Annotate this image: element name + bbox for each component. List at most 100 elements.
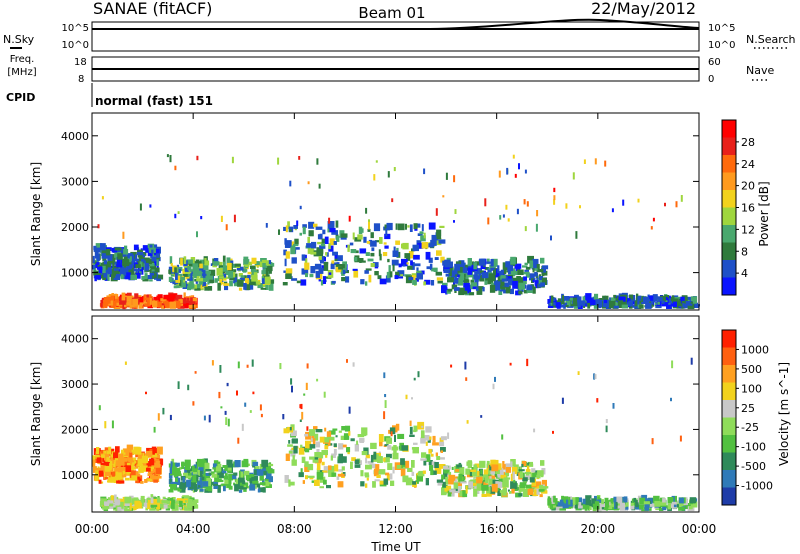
echo-cell bbox=[262, 263, 266, 268]
echo-cell bbox=[250, 474, 255, 477]
echo-cell bbox=[154, 267, 160, 273]
echo-cell bbox=[219, 276, 225, 279]
echo-cell bbox=[265, 463, 271, 470]
echo-speckle bbox=[650, 226, 653, 230]
echo-cell bbox=[416, 267, 419, 272]
echo-cell bbox=[453, 279, 459, 284]
echo-cell bbox=[103, 506, 110, 509]
echo-cell bbox=[115, 293, 118, 301]
echo-cell bbox=[536, 269, 544, 273]
echo-speckle bbox=[169, 414, 172, 421]
echo-cell bbox=[502, 262, 508, 271]
echo-cell bbox=[323, 441, 328, 444]
echo-cell bbox=[205, 472, 211, 476]
echo-cell bbox=[134, 460, 137, 464]
echo-speckle bbox=[387, 223, 390, 230]
echo-cell bbox=[577, 299, 581, 308]
echo-cell bbox=[387, 258, 390, 263]
echo-cell bbox=[308, 221, 315, 229]
echo-cell bbox=[161, 500, 168, 504]
echo-cell bbox=[341, 426, 348, 431]
echo-cell bbox=[333, 443, 337, 447]
echo-cell bbox=[321, 461, 325, 466]
echo-cell bbox=[194, 484, 198, 492]
echo-cell bbox=[510, 270, 518, 275]
echo-cell bbox=[370, 454, 374, 463]
echo-cell bbox=[472, 482, 477, 486]
echo-cell bbox=[689, 506, 693, 510]
echo-speckle bbox=[233, 214, 236, 223]
echo-cell bbox=[359, 228, 364, 233]
echo-cell bbox=[131, 254, 135, 262]
echo-cell bbox=[300, 279, 307, 286]
echo-cell bbox=[114, 247, 122, 251]
echo-speckle bbox=[122, 231, 125, 239]
colorbar-tick-label: 20 bbox=[741, 180, 755, 193]
echo-cell bbox=[672, 298, 679, 304]
echo-speckle bbox=[536, 210, 539, 217]
echo-cell bbox=[244, 278, 249, 285]
x-tick-label: 08:00 bbox=[277, 522, 312, 536]
echo-cell bbox=[490, 259, 494, 267]
echo-speckle bbox=[375, 160, 378, 163]
echo-cell bbox=[343, 433, 350, 440]
echo-cell bbox=[597, 499, 602, 503]
echo-cell bbox=[416, 240, 422, 246]
echo-speckle bbox=[98, 405, 101, 411]
echo-cell bbox=[107, 500, 114, 505]
echo-cell bbox=[298, 447, 305, 455]
echo-cell bbox=[149, 272, 155, 276]
echo-cell bbox=[268, 283, 274, 291]
echo-cell bbox=[489, 284, 496, 293]
echo-cell bbox=[329, 238, 335, 246]
echo-cell bbox=[335, 232, 338, 235]
echo-cell bbox=[458, 260, 465, 267]
echo-speckle bbox=[290, 378, 293, 385]
echo-cell bbox=[510, 459, 516, 467]
echo-speckle bbox=[296, 220, 299, 226]
echo-speckle bbox=[365, 207, 368, 214]
echo-cell bbox=[208, 472, 213, 476]
echo-cell bbox=[585, 293, 592, 300]
echo-cell bbox=[147, 473, 153, 477]
echo-cell bbox=[224, 473, 228, 477]
echo-cell bbox=[201, 476, 205, 481]
echo-cell bbox=[489, 476, 492, 480]
echo-cell bbox=[314, 263, 322, 270]
colorbar-swatch bbox=[722, 452, 736, 471]
echo-cell bbox=[402, 264, 406, 267]
echo-cell bbox=[441, 487, 447, 496]
echo-cell bbox=[175, 500, 181, 504]
echo-cell bbox=[111, 472, 115, 477]
echo-cell bbox=[667, 503, 671, 510]
y-tick-label: 4000 bbox=[61, 130, 89, 143]
echo-cell bbox=[514, 263, 522, 269]
echo-cell bbox=[439, 441, 445, 447]
echo-cell bbox=[356, 440, 359, 445]
echo-cell bbox=[675, 504, 679, 508]
echo-cell bbox=[168, 473, 173, 479]
echo-cell bbox=[336, 476, 340, 480]
echo-cell bbox=[500, 269, 504, 273]
echo-cell bbox=[196, 474, 199, 480]
echo-cell bbox=[457, 274, 460, 278]
echo-cell bbox=[621, 304, 628, 309]
echo-cell bbox=[510, 256, 516, 265]
echo-cell bbox=[107, 254, 113, 262]
echo-cell bbox=[383, 242, 387, 245]
echo-cell bbox=[657, 301, 660, 305]
echo-cell bbox=[562, 296, 570, 301]
echo-cell bbox=[228, 473, 234, 481]
echo-cell bbox=[633, 497, 636, 503]
echo-cell bbox=[480, 262, 486, 270]
echo-cell bbox=[291, 257, 297, 264]
echo-cell bbox=[194, 270, 202, 276]
echo-cell bbox=[151, 256, 159, 262]
nsearch-tick-top: 10^5 bbox=[708, 23, 735, 34]
echo-cell bbox=[430, 280, 435, 286]
echo-cell bbox=[497, 265, 500, 274]
echo-cell bbox=[301, 254, 306, 261]
echo-cell bbox=[667, 497, 674, 504]
echo-speckle bbox=[211, 360, 214, 366]
echo-cell bbox=[328, 470, 335, 477]
